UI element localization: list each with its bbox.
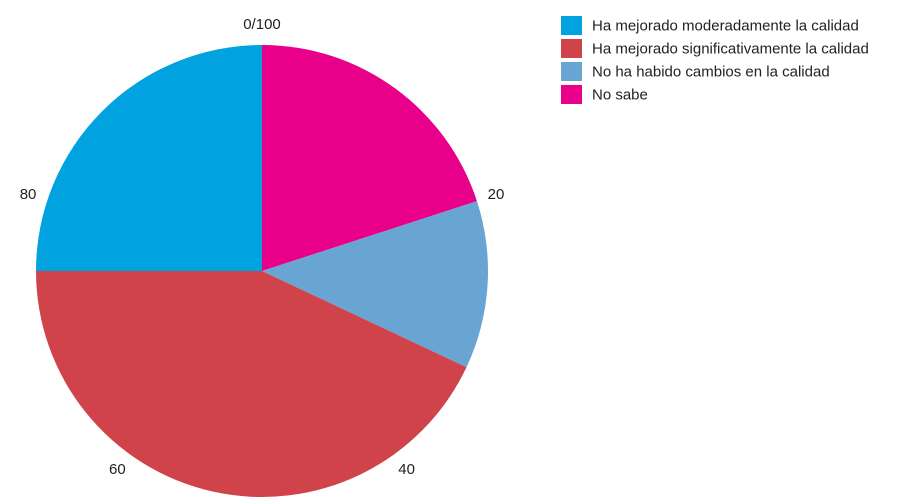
chart-legend: Ha mejorado moderadamente la calidad Ha m… xyxy=(561,16,869,104)
legend-swatch-no-sabe xyxy=(561,85,582,104)
legend-label-ha-mejorado-significativamente-la-calidad: Ha mejorado significativamente la calida… xyxy=(592,40,869,57)
legend-swatch-ha-mejorado-significativamente-la-calidad xyxy=(561,39,582,58)
pie-slice-ha-mejorado-significativamente-la-calidad xyxy=(36,271,467,497)
legend-swatch-ha-mejorado-moderadamente-la-calidad xyxy=(561,16,582,35)
legend-label-no-ha-habido-cambios-en-la-calidad: No ha habido cambios en la calidad xyxy=(592,63,830,80)
pie-tick-labels: 0/100 20 40 60 80 xyxy=(20,16,505,478)
pie-slice-no-sabe xyxy=(262,45,477,271)
tick-label-0: 0/100 xyxy=(243,16,281,33)
pie-slice-no-ha-habido-cambios-en-la-calidad xyxy=(262,201,488,368)
tick-label-40: 40 xyxy=(398,461,415,478)
legend-swatch-no-ha-habido-cambios-en-la-calidad xyxy=(561,62,582,81)
pie-slice-ha-mejorado-moderadamente-la-calidad xyxy=(36,45,262,271)
pie-slices xyxy=(36,45,488,497)
legend-label-ha-mejorado-moderadamente-la-calidad: Ha mejorado moderadamente la calidad xyxy=(592,17,859,34)
tick-label-80: 80 xyxy=(20,186,37,203)
tick-label-60: 60 xyxy=(109,461,126,478)
legend-label-no-sabe: No sabe xyxy=(592,86,648,103)
tick-label-20: 20 xyxy=(488,186,505,203)
